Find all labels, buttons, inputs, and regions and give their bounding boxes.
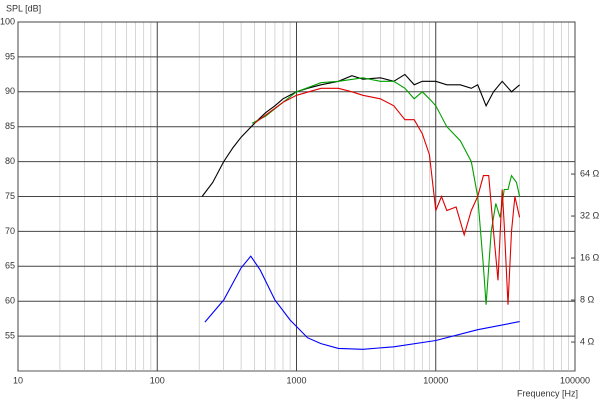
y-tick-label: 65 (5, 261, 15, 271)
x-tick-label: 100000 (560, 375, 590, 385)
y2-tick-label: 16 Ω (580, 252, 600, 262)
y-tick-label: 80 (5, 156, 15, 166)
y-tick-label: 100 (0, 16, 15, 26)
y2-tick-label: 8 Ω (580, 294, 595, 304)
series-line (251, 77, 521, 305)
y-tick-label: 60 (5, 296, 15, 306)
y-tick-label: 85 (5, 121, 15, 131)
series-line (204, 255, 520, 350)
y2-tick-label: 64 Ω (580, 168, 600, 178)
series-line (254, 87, 521, 305)
y2-tick-label: 32 Ω (580, 210, 600, 220)
x-tick-label: 1000 (286, 375, 306, 385)
y2-tick-label: 4 Ω (580, 336, 595, 346)
series-line (201, 73, 520, 197)
x-axis-label: Frequency [Hz] (517, 388, 578, 398)
y-axis-label: SPL [dB] (6, 3, 41, 13)
y-tick-label: 95 (5, 51, 15, 61)
y-tick-label: 55 (5, 330, 15, 340)
x-tick-label: 10000 (423, 375, 448, 385)
x-tick-label: 10 (13, 375, 23, 385)
x-tick-label: 100 (150, 375, 165, 385)
y-tick-label: 75 (5, 191, 15, 201)
y-tick-label: 70 (5, 226, 15, 236)
y-tick-label: 90 (5, 86, 15, 96)
